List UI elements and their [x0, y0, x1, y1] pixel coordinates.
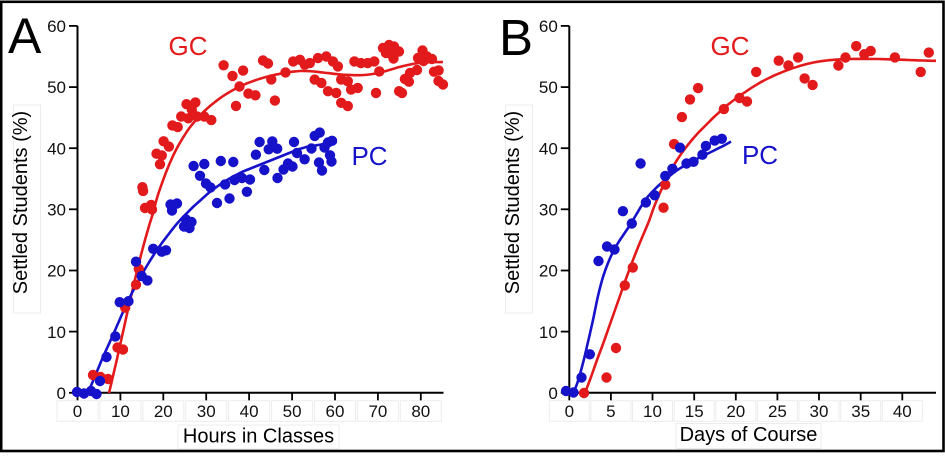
- svg-text:35: 35: [851, 402, 870, 421]
- svg-text:30: 30: [197, 402, 216, 421]
- svg-text:0: 0: [548, 384, 557, 403]
- svg-text:10: 10: [539, 323, 558, 342]
- svg-text:20: 20: [154, 402, 173, 421]
- svg-text:80: 80: [411, 402, 430, 421]
- svg-text:40: 40: [47, 139, 66, 158]
- svg-text:60: 60: [47, 17, 66, 36]
- svg-text:B: B: [499, 9, 533, 66]
- svg-text:0: 0: [57, 384, 66, 403]
- svg-text:GC: GC: [169, 31, 208, 61]
- svg-text:A: A: [8, 8, 42, 64]
- svg-text:40: 40: [240, 402, 259, 421]
- svg-text:30: 30: [47, 200, 66, 219]
- svg-text:PC: PC: [742, 140, 778, 170]
- svg-text:20: 20: [726, 402, 745, 421]
- svg-text:10: 10: [111, 402, 130, 421]
- svg-text:PC: PC: [351, 141, 387, 171]
- svg-text:Hours in Classes: Hours in Classes: [183, 426, 334, 448]
- svg-text:Settled Students (%): Settled Students (%): [10, 111, 32, 294]
- svg-text:15: 15: [685, 402, 704, 421]
- svg-text:Days of Course: Days of Course: [680, 424, 818, 446]
- svg-text:60: 60: [539, 17, 558, 36]
- svg-text:60: 60: [326, 402, 345, 421]
- svg-text:5: 5: [606, 402, 615, 421]
- svg-text:10: 10: [47, 323, 66, 342]
- svg-text:25: 25: [768, 402, 787, 421]
- svg-text:40: 40: [893, 402, 912, 421]
- svg-text:40: 40: [539, 139, 558, 158]
- svg-text:10: 10: [643, 402, 662, 421]
- svg-text:0: 0: [565, 402, 574, 421]
- svg-text:30: 30: [539, 200, 558, 219]
- svg-text:50: 50: [539, 78, 558, 97]
- svg-text:30: 30: [810, 402, 829, 421]
- svg-text:50: 50: [47, 78, 66, 97]
- svg-text:Settled Students (%): Settled Students (%): [502, 111, 524, 294]
- svg-text:GC: GC: [711, 31, 750, 61]
- svg-text:70: 70: [368, 402, 387, 421]
- svg-text:50: 50: [283, 402, 302, 421]
- svg-text:0: 0: [73, 402, 82, 421]
- svg-text:20: 20: [539, 262, 558, 281]
- svg-text:20: 20: [47, 262, 66, 281]
